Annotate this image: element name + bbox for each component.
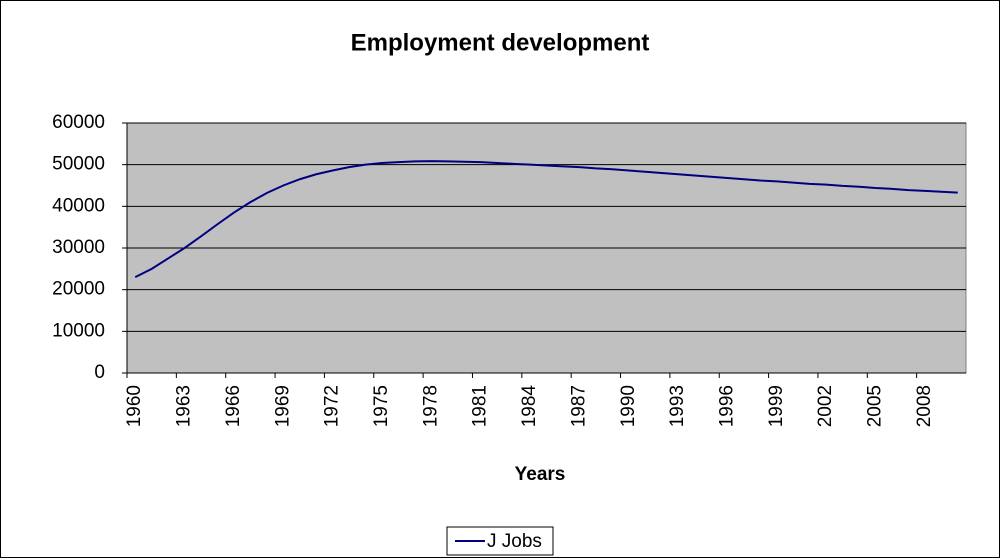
y-tick-label: 30000 xyxy=(52,237,105,258)
y-tick-label: 50000 xyxy=(52,154,105,175)
x-tick-label: 2002 xyxy=(815,385,836,427)
x-tick-label: 1963 xyxy=(174,385,195,427)
x-tick-label: 1993 xyxy=(667,385,688,427)
y-tick-label: 60000 xyxy=(52,112,105,133)
x-tick-label: 1984 xyxy=(519,385,540,428)
x-tick-label: 1990 xyxy=(618,385,639,427)
y-tick-label: 20000 xyxy=(52,279,105,300)
x-tick-label: 2008 xyxy=(914,385,935,427)
x-tick-label: 1999 xyxy=(766,385,787,427)
data-line xyxy=(134,160,958,279)
x-tick-label: 1981 xyxy=(470,385,491,427)
x-tick-label: 1975 xyxy=(371,385,392,427)
x-tick-label: 1987 xyxy=(568,385,589,427)
y-tick-label: 0 xyxy=(94,362,105,383)
x-tick-label: 2005 xyxy=(865,385,886,427)
y-tick-label: 10000 xyxy=(52,320,105,341)
x-tick-label: 1969 xyxy=(272,385,293,427)
x-tick-label: 1972 xyxy=(322,385,343,427)
x-tick-label: 1996 xyxy=(716,385,737,427)
x-axis-label: Years xyxy=(515,464,566,485)
x-tick-label: 1978 xyxy=(420,385,441,427)
y-tick-label: 40000 xyxy=(52,195,105,216)
legend-label: J Jobs xyxy=(487,531,542,552)
x-tick-label: 1960 xyxy=(124,385,145,427)
x-tick-label: 1966 xyxy=(223,385,244,427)
chart-title: Employment development xyxy=(351,29,650,56)
